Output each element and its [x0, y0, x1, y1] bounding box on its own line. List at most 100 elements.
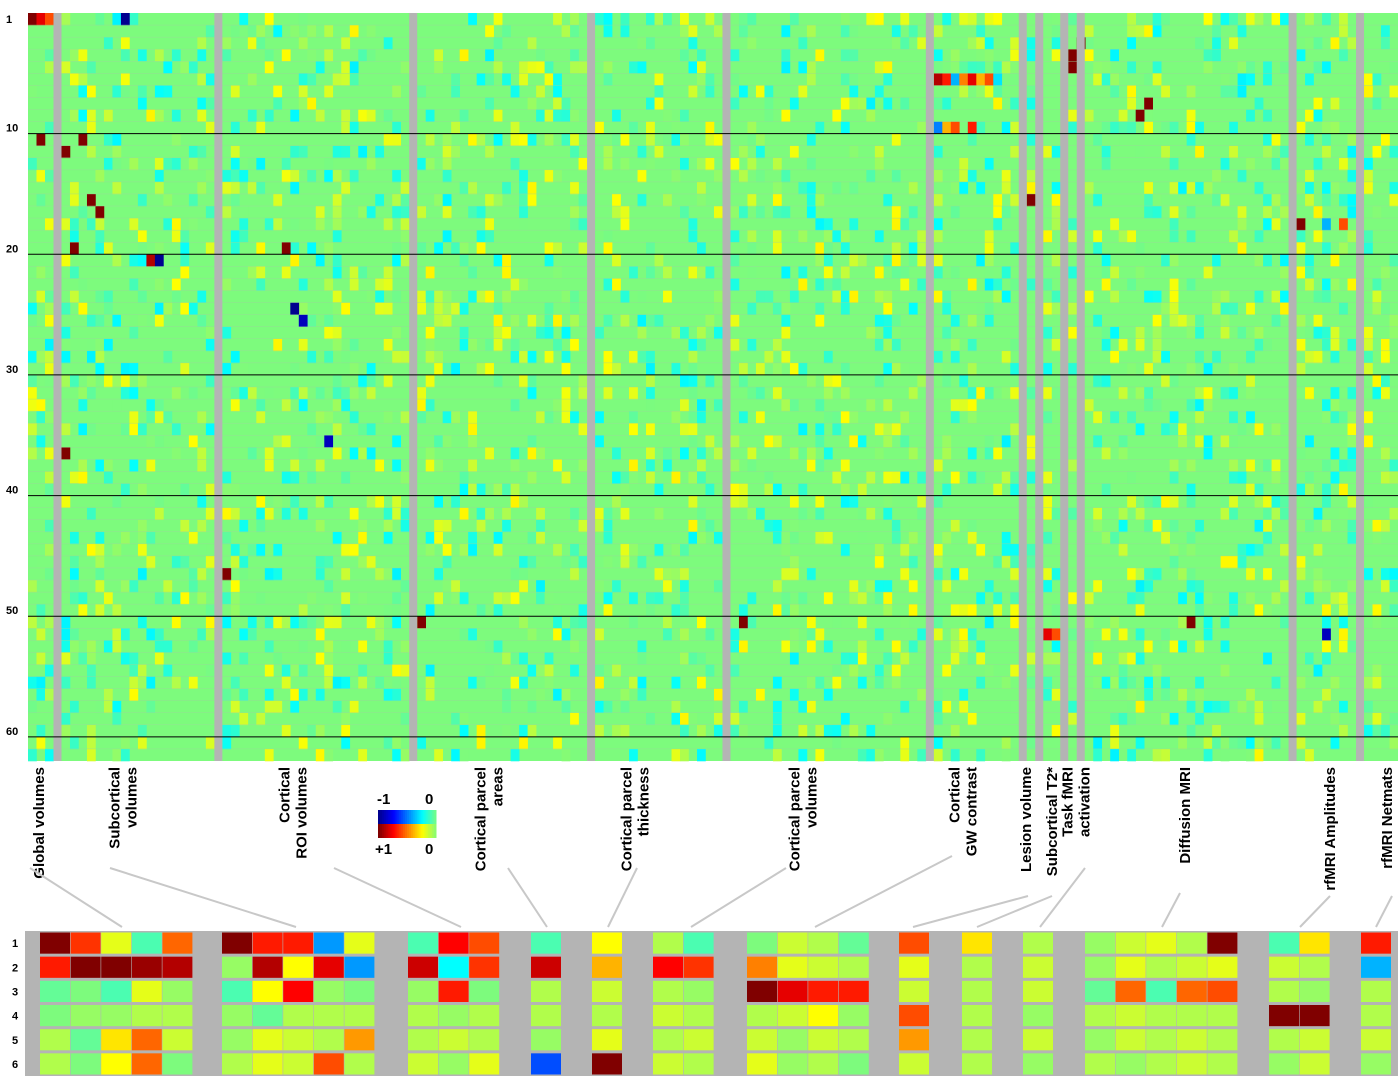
heatmap-cell — [1322, 145, 1331, 159]
heatmap-cell — [95, 362, 105, 376]
heatmap-cell — [823, 254, 833, 267]
heatmap-cell — [425, 326, 435, 340]
heatmap-cell — [883, 580, 893, 593]
heatmap-cell — [163, 302, 173, 315]
heatmap-cell — [307, 616, 317, 629]
colorbar-label-top-right: 0 — [425, 791, 433, 808]
heatmap-cell — [230, 193, 240, 207]
heatmap-cell — [1093, 61, 1103, 74]
heatmap-cell — [332, 338, 342, 352]
heatmap-cell — [917, 628, 927, 641]
heatmap-cell — [857, 736, 867, 750]
heatmap-cell — [434, 519, 443, 533]
heatmap-cell — [984, 447, 994, 460]
group-labels: Global volumes Subcortical volumes Cortical… — [31, 767, 1396, 891]
heatmap-cell — [69, 230, 79, 243]
heatmap-cell — [595, 724, 604, 738]
heatmap-cell — [1296, 230, 1306, 243]
heatmap-cell — [891, 169, 901, 183]
heatmap-cell — [358, 374, 368, 388]
heatmap-cell — [738, 169, 748, 183]
heatmap-cell — [747, 37, 757, 50]
bottom-heatmap-cell — [1269, 956, 1299, 978]
heatmap-cell — [69, 266, 79, 279]
heatmap-cell — [171, 387, 181, 400]
heatmap-cell — [349, 543, 359, 557]
heatmap-cell — [341, 350, 351, 364]
heatmap-cell — [1313, 157, 1323, 171]
bottom-heatmap-cell — [408, 1005, 438, 1027]
heatmap-cell — [1093, 435, 1103, 448]
heatmap-cell — [247, 616, 257, 629]
heatmap-cell — [874, 592, 884, 605]
heatmap-cell — [154, 242, 164, 255]
heatmap-cell — [688, 230, 698, 243]
colorbar-positive-segment — [393, 824, 396, 838]
heatmap-cell — [493, 37, 503, 50]
heatmap-cell — [1254, 423, 1264, 436]
heatmap-cell — [1026, 471, 1036, 484]
colorbar-negative-segment — [412, 810, 416, 824]
heatmap-strong-cell — [36, 133, 46, 147]
heatmap-cell — [349, 73, 359, 86]
heatmap-cell — [697, 507, 706, 521]
heatmap-cell — [146, 628, 156, 641]
heatmap-cell — [290, 362, 300, 376]
heatmap-cell — [1101, 531, 1111, 545]
heatmap-cell — [28, 555, 37, 569]
heatmap-cell — [400, 109, 410, 122]
heatmap-cell — [1271, 736, 1281, 750]
heatmap-cell — [86, 350, 96, 364]
heatmap-cell — [434, 61, 443, 74]
heatmap-cell — [713, 302, 723, 315]
heatmap-cell — [561, 688, 571, 701]
heatmap-cell — [392, 688, 402, 701]
bottom-heatmap-cell — [162, 1029, 193, 1051]
heatmap-cell — [1169, 640, 1179, 653]
heatmap-cell — [1305, 435, 1314, 448]
heatmap-cell — [1237, 242, 1247, 255]
heatmap-cell — [1010, 567, 1020, 581]
heatmap-cell — [874, 543, 884, 557]
heatmap-cell — [1010, 97, 1020, 110]
heatmap-cell — [1152, 73, 1162, 86]
heatmap-cell — [849, 181, 859, 195]
heatmap-cell — [798, 61, 808, 74]
group-label: Cortical parcel — [787, 767, 804, 871]
heatmap-cell — [1010, 73, 1020, 86]
heatmap-cell — [1043, 531, 1053, 545]
heatmap-cell — [281, 157, 291, 171]
heatmap-cell — [1322, 616, 1331, 629]
heatmap-cell — [1101, 628, 1111, 641]
heatmap-cell — [697, 73, 706, 86]
heatmap-cell — [392, 169, 402, 183]
heatmap-cell — [933, 688, 943, 701]
heatmap-cell — [1322, 326, 1331, 340]
heatmap-cell — [1313, 543, 1323, 557]
group-separator — [1060, 13, 1069, 761]
heatmap-cell — [1389, 193, 1398, 207]
heatmap-cell — [230, 507, 240, 521]
heatmap-cell — [544, 133, 554, 147]
heatmap-cell — [646, 374, 655, 388]
heatmap-cell — [69, 471, 79, 484]
bottom-heatmap-cell — [1115, 956, 1146, 978]
heatmap-cell — [425, 350, 435, 364]
heatmap-cell — [205, 423, 215, 436]
heatmap-cell — [1093, 374, 1103, 388]
heatmap-cell — [705, 266, 715, 279]
heatmap-cell — [392, 604, 402, 617]
heatmap-cell — [61, 640, 71, 653]
heatmap-cell — [595, 411, 604, 424]
bottom-heatmap-cell — [683, 980, 714, 1002]
heatmap-cell — [28, 676, 37, 689]
bottom-heatmap-cell — [1269, 1029, 1299, 1051]
heatmap-cell — [112, 314, 122, 327]
heatmap-cell — [1389, 326, 1398, 340]
heatmap-cell — [967, 37, 977, 50]
bottom-heatmap-cell — [344, 932, 375, 954]
heatmap-cell — [290, 254, 300, 267]
bottom-heatmap-panel — [25, 931, 1398, 1076]
heatmap-cell — [1271, 314, 1281, 327]
